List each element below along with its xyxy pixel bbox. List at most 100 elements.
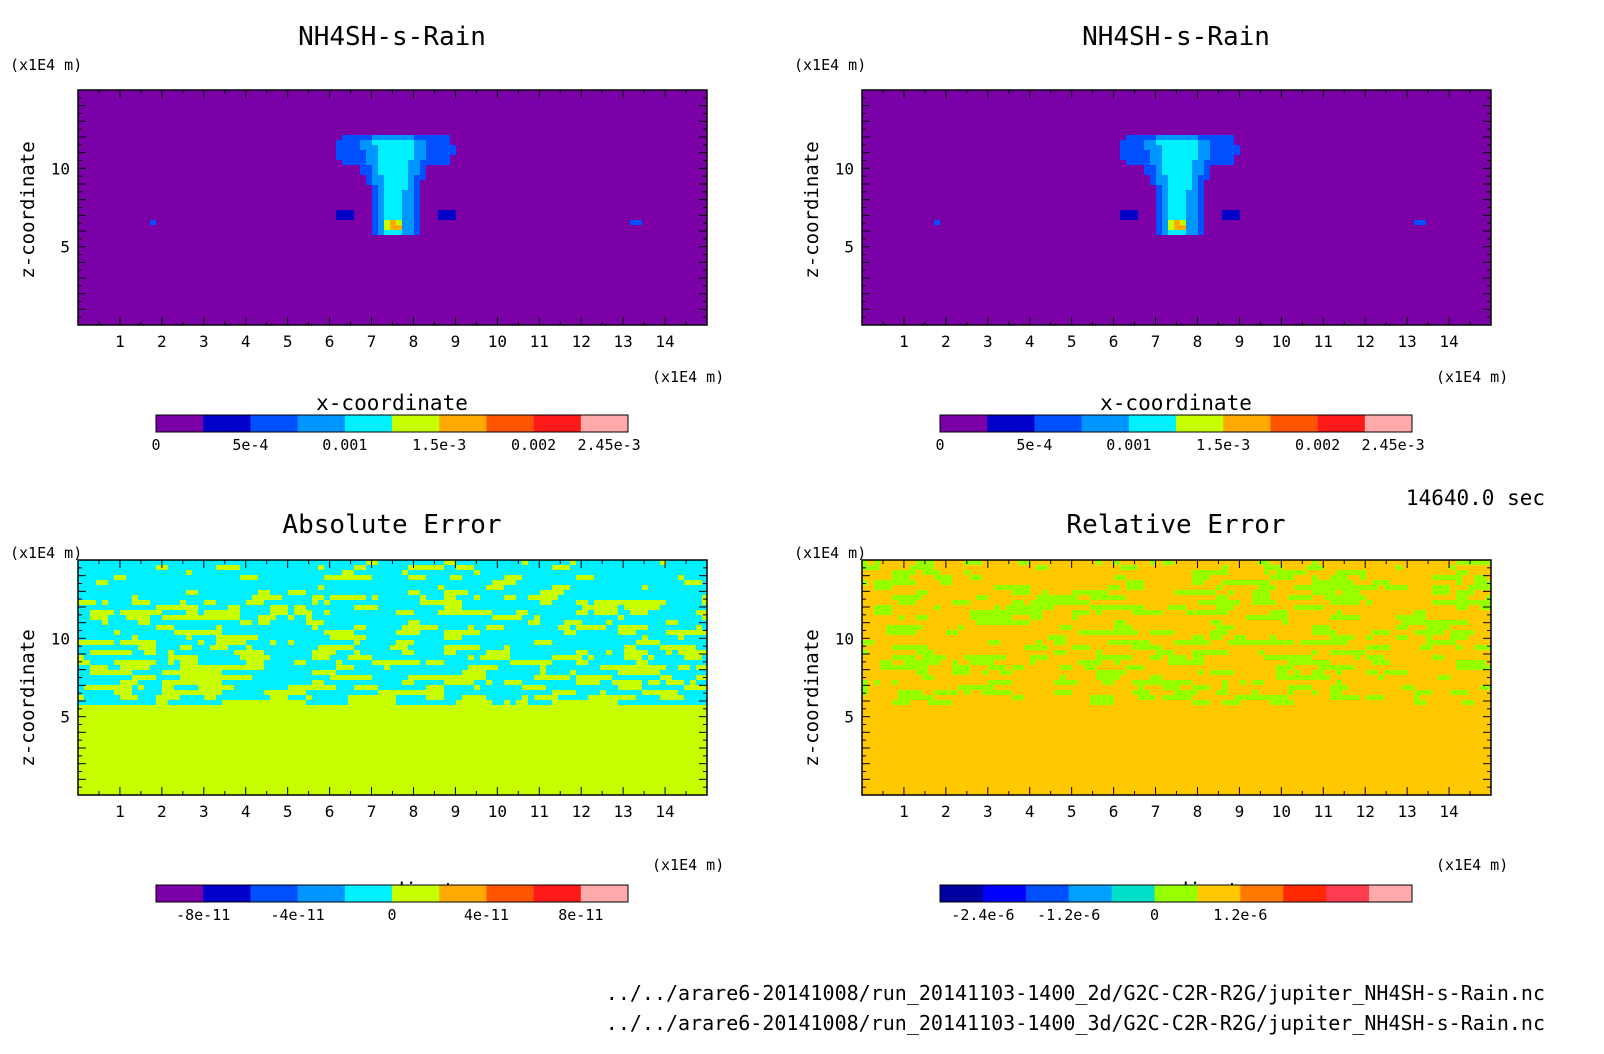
colorbar-label: 2.45e-3: [578, 436, 641, 454]
field-region: [862, 560, 1491, 795]
field-region: [78, 90, 707, 325]
colorbar-label: -8e-11: [176, 906, 230, 924]
plot-area: [77, 89, 708, 326]
colorbar-label: 1.2e-6: [1213, 906, 1267, 924]
x-axis-label: x-coordinate: [316, 391, 468, 415]
panel-title: Absolute Error: [282, 510, 501, 540]
field-region: [78, 560, 707, 795]
colorbar-label: 5e-4: [232, 436, 268, 454]
x-tick-label: 13: [614, 802, 633, 821]
y-tick-label: 10: [835, 159, 854, 178]
colorbar-swatch: [1025, 885, 1070, 902]
colorbar-swatch: [250, 885, 299, 902]
colorbar-swatch: [1240, 885, 1284, 902]
colorbar-label: 8e-11: [558, 906, 603, 924]
y-axis-label: z-coordinate: [801, 141, 823, 278]
panel-title: Relative Error: [1066, 510, 1285, 540]
colorbar-swatch: [1317, 415, 1366, 432]
plot-area: [861, 89, 1492, 326]
file-path-line-1: ../../arare6-20141008/run_20141103-1400_…: [606, 981, 1545, 1005]
colorbar-label: -4e-11: [271, 906, 325, 924]
x-tick-label: 13: [1398, 802, 1417, 821]
colorbar-swatch: [439, 885, 487, 902]
field-region: [1168, 220, 1186, 230]
x-tick-label: 7: [1151, 332, 1161, 351]
field-region: [1156, 140, 1198, 235]
colorbar-frame: [155, 414, 629, 433]
colorbar-swatch: [1068, 885, 1113, 902]
colorbar-label: -1.2e-6: [1037, 906, 1100, 924]
colorbar-swatch: [392, 885, 440, 902]
colorbar: 0 5e-4 0.001 1.5e-3 0.002 2.45e-3: [935, 414, 1425, 454]
colorbar-label: 0: [1150, 906, 1159, 924]
y-axis-label: z-coordinate: [17, 141, 39, 278]
field-region: [1174, 220, 1186, 230]
y-tick-label: 5: [60, 238, 70, 257]
x-tick-label: 9: [1235, 332, 1245, 351]
colorbar-label: -2.4e-6: [951, 906, 1014, 924]
colorbar-swatch: [1081, 415, 1130, 432]
panel-title: NH4SH-s-Rain: [298, 22, 486, 52]
x-tick-label: 13: [1398, 332, 1417, 351]
colorbar-label: 0.002: [511, 436, 556, 454]
x-tick-label: 4: [1025, 332, 1035, 351]
x-tick-label: 4: [241, 802, 251, 821]
y-tick-label: 10: [835, 629, 854, 648]
colorbar-swatch: [1176, 415, 1224, 432]
colorbar-swatch: [344, 885, 393, 902]
colorbar-swatch: [156, 885, 204, 902]
colorbar-swatch: [1364, 415, 1413, 432]
y-tick-labels: 5 10: [835, 159, 854, 256]
colorbar-swatch: [203, 415, 251, 432]
colorbar-swatch: [439, 415, 487, 432]
field-region: [862, 560, 1491, 705]
colorbar-swatch: [580, 885, 629, 902]
x-unit-label: (x1E4 m): [1436, 856, 1508, 874]
x-tick-label: 14: [655, 802, 674, 821]
y-tick-label: 5: [844, 238, 854, 257]
field-region: [336, 210, 456, 220]
colorbar-swatch: [982, 885, 1027, 902]
colorbar-swatch: [1034, 415, 1083, 432]
colorbar-label: 0: [387, 906, 396, 924]
x-tick-label: 10: [1272, 332, 1291, 351]
x-tick-label: 6: [1109, 332, 1119, 351]
y-unit-label: (x1E4 m): [794, 544, 866, 562]
colorbar-label: 2.45e-3: [1362, 436, 1425, 454]
y-tick-label: 5: [60, 708, 70, 727]
colorbar-label: 0: [151, 436, 160, 454]
field-region: [78, 560, 707, 705]
colorbar-swatch: [344, 415, 393, 432]
colorbar-label: 4e-11: [464, 906, 509, 924]
colorbar-swatch: [940, 415, 988, 432]
x-tick-label: 14: [1439, 802, 1458, 821]
x-tick-label: 9: [451, 802, 461, 821]
x-tick-label: 12: [1356, 802, 1375, 821]
y-tick-labels: 5 10: [51, 159, 70, 256]
x-tick-label: 8: [409, 332, 419, 351]
y-tick-labels: 5 10: [51, 629, 70, 726]
field-region: [384, 220, 402, 230]
colorbar-swatch: [156, 415, 204, 432]
x-tick-label: 10: [488, 332, 507, 351]
x-tick-label: 2: [941, 802, 951, 821]
y-unit-label: (x1E4 m): [10, 544, 82, 562]
x-tick-label: 4: [241, 332, 251, 351]
x-tick-label: 3: [199, 332, 209, 351]
x-tick-label: 10: [488, 802, 507, 821]
colorbar-label: 1.5e-3: [1196, 436, 1250, 454]
colorbar-swatch: [486, 885, 535, 902]
colorbar-label: 0: [935, 436, 944, 454]
plot-area: [861, 559, 1492, 796]
x-tick-label: 8: [1193, 802, 1203, 821]
x-tick-label: 1: [899, 802, 909, 821]
time-label: 14640.0 sec: [1406, 486, 1545, 510]
x-tick-label: 11: [1314, 802, 1333, 821]
plot-area: [77, 559, 708, 796]
colorbar-label: 0.001: [322, 436, 367, 454]
y-tick-label: 10: [51, 159, 70, 178]
y-axis-label: z-coordinate: [17, 629, 39, 766]
x-tick-label: 9: [451, 332, 461, 351]
colorbar-swatch: [987, 415, 1035, 432]
